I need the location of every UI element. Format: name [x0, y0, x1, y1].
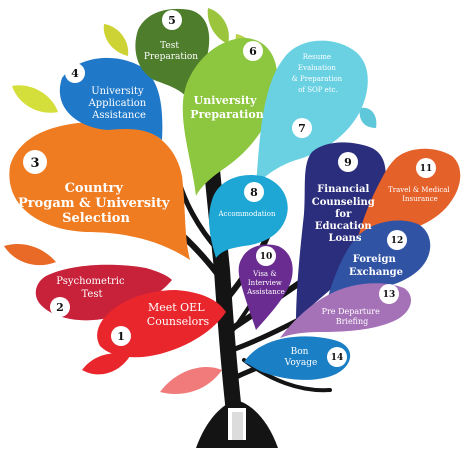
badge-10: [256, 246, 276, 266]
number-badges: [23, 10, 436, 367]
badge-14: [327, 347, 347, 367]
step-3-label: Country Progam & University Selection: [18, 181, 174, 226]
step-8-label: Accommodation: [217, 210, 276, 218]
badge-6: [243, 41, 263, 61]
badge-3: [23, 150, 47, 174]
step-7-number: 7: [298, 122, 306, 135]
badge-2: [50, 297, 70, 317]
step-2-label: Psychometric Test: [56, 276, 128, 300]
step-8-number: 8: [250, 186, 258, 199]
badge-9: [338, 152, 358, 172]
decorative-leaf-yellow-top: [103, 24, 129, 56]
step-1-number: 1: [117, 330, 125, 343]
leaf-step-14-bon-voyage: [244, 336, 351, 380]
step-6-number: 6: [249, 45, 257, 58]
leaf-step-10-visa-interview: [238, 244, 293, 330]
badge-7: [292, 118, 312, 138]
badge-12: [387, 230, 407, 250]
decorative-leaf-teal-right: [359, 107, 377, 128]
step-7-label: Resume Evaluation & Preparation of SOP e…: [292, 53, 345, 94]
leaf-step-3-country-selection: [9, 121, 190, 260]
decorative-leaf-green-top-right: [207, 8, 229, 44]
leaf-step-8-accommodation: [209, 175, 288, 258]
step-6-label: University Preparation: [190, 94, 263, 121]
badge-13: [379, 284, 399, 304]
step-12-number: 12: [391, 236, 404, 246]
decorative-leaf-orange-left: [4, 243, 56, 266]
leaf-step-13-pre-departure-briefing: [280, 283, 411, 338]
step-11-label: Travel & Medical Insurance: [388, 186, 452, 203]
step-14-label: Bon Voyage: [284, 347, 318, 368]
decorative-leaf-pink-bottom: [160, 366, 222, 394]
step-13-number: 13: [383, 290, 396, 300]
badge-5: [162, 10, 182, 30]
decorative-leaf-red-bottom-left: [82, 353, 130, 375]
leaf-step-9-financial-counseling: [296, 142, 386, 322]
leaf-step-7-resume-sop: [256, 40, 368, 186]
decorative-leaf-yellow-left: [12, 85, 58, 113]
door: [228, 408, 246, 440]
badge-4: [65, 63, 85, 83]
step-5-number: 5: [168, 14, 176, 27]
step-4-label: University Application Assistance: [88, 86, 150, 121]
step-9-number: 9: [344, 156, 352, 169]
step-3-number: 3: [30, 156, 39, 171]
step-10-number: 10: [260, 252, 273, 262]
badge-8: [244, 182, 264, 202]
step-10-label: Visa & Interview Assistance: [246, 270, 285, 296]
step-5-label: Test Preparation: [144, 41, 198, 62]
step-11-number: 11: [420, 164, 433, 174]
leaf-step-4-application-assistance: [59, 57, 163, 140]
step-13-label: Pre Departure Briefing: [322, 307, 383, 326]
leaf-step-6-university-preparation: [182, 38, 278, 196]
step-12-label: Foreign Exchange: [349, 254, 403, 278]
step-2-number: 2: [56, 301, 64, 314]
door-inner: [232, 412, 243, 440]
step-4-number: 4: [71, 67, 79, 80]
step-9-label: Financial Counseling for Education Loans: [312, 184, 379, 244]
badge-1: [111, 326, 131, 346]
step-1-label: Meet OEL Counselors: [147, 301, 210, 328]
badge-11: [416, 158, 436, 178]
step-14-number: 14: [331, 353, 344, 363]
